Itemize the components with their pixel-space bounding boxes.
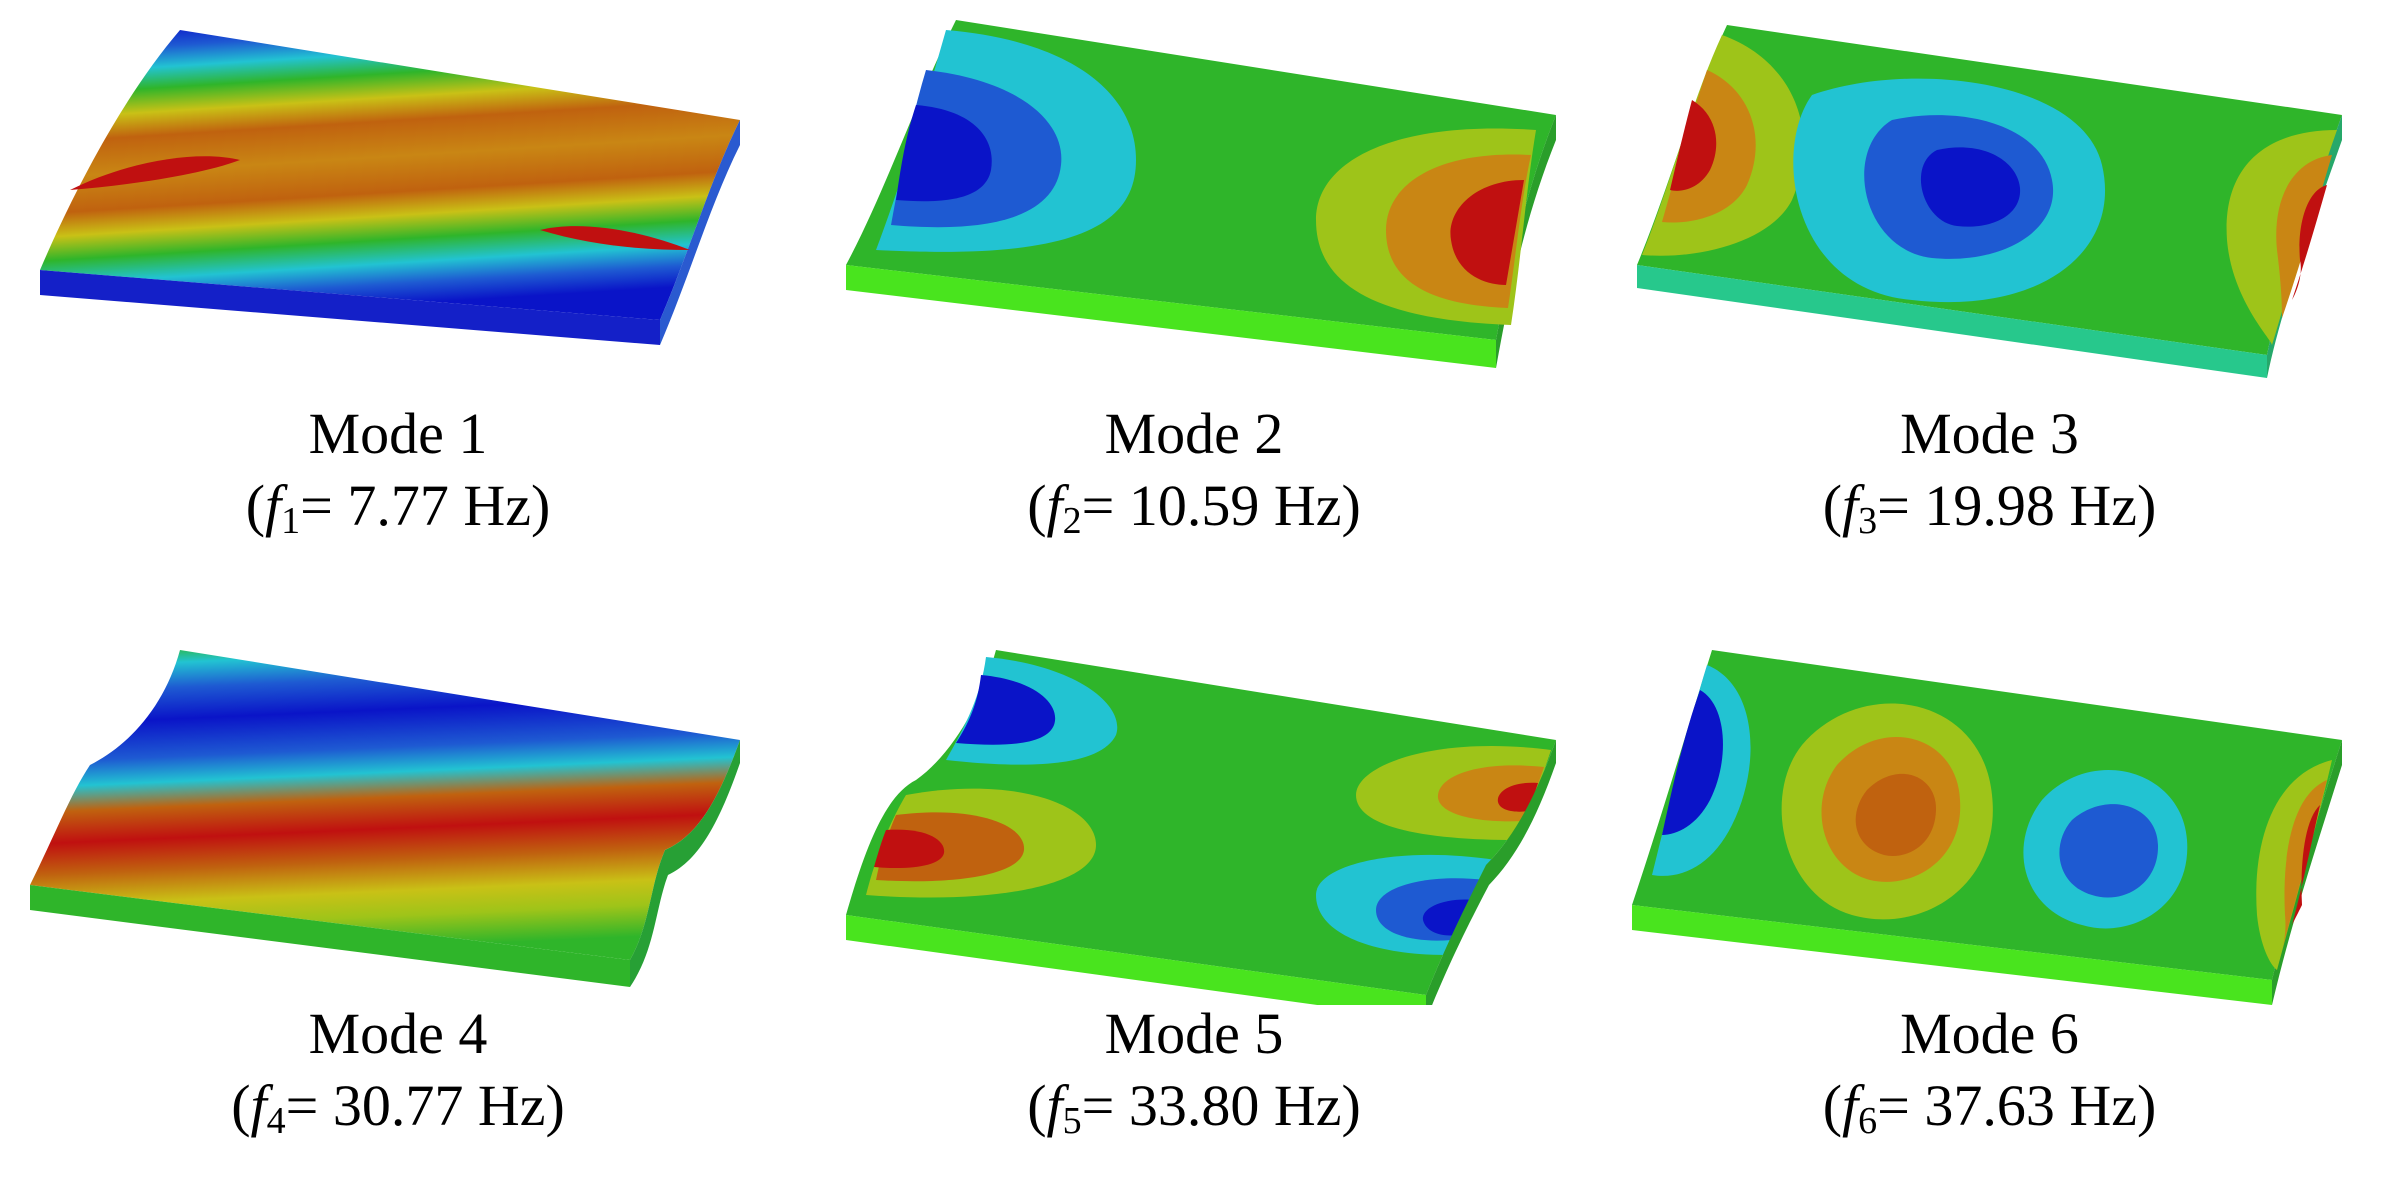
mode-2-caption: Mode 2 (f2= 10.59 Hz) (796, 401, 1592, 542)
mode-6-title: Mode 6 (1900, 1001, 2079, 1066)
mode-4-title: Mode 4 (308, 1001, 488, 1066)
mode-6-value: = 37.63 Hz) (1877, 1073, 2157, 1138)
mode-4-shape (30, 650, 740, 987)
mode-3-shape (1637, 25, 2342, 378)
mode-4-index: 4 (266, 1100, 286, 1142)
mode-5-caption: Mode 5 (f5= 33.80 Hz) (796, 1001, 1592, 1142)
mode-1-caption: Mode 1 (f1= 7.77 Hz) (0, 401, 796, 542)
mode-6-panel: Mode 6 (f6= 37.63 Hz) (1592, 595, 2387, 1189)
mode-4-value: = 30.77 Hz) (285, 1073, 565, 1138)
mode-5-panel: Mode 5 (f5= 33.80 Hz) (796, 595, 1592, 1189)
mode-1-title: Mode 1 (308, 401, 488, 466)
mode-3-title: Mode 3 (1900, 401, 2079, 466)
mode-2-panel: Mode 2 (f2= 10.59 Hz) (796, 0, 1592, 595)
mode-1-index: 1 (281, 500, 301, 542)
mode-2-title: Mode 2 (1104, 401, 1284, 466)
mode-4-frequency: (f4= 30.77 Hz) (231, 1073, 565, 1142)
mode-2-shape (846, 20, 1556, 368)
mode-3-frequency: (f3= 19.98 Hz) (1822, 473, 2157, 542)
mode-4-symbol: f (250, 1073, 267, 1138)
mode-6-symbol: f (1842, 1073, 1859, 1138)
mode-4-panel: Mode 4 (f4= 30.77 Hz) (0, 595, 796, 1189)
mode-1-shape (40, 30, 740, 345)
mode-3-symbol: f (1842, 473, 1859, 538)
mode-5-title: Mode 5 (1104, 1001, 1284, 1066)
mode-3-panel: Mode 3 (f3= 19.98 Hz) (1592, 0, 2387, 595)
mode-6-shape (1632, 650, 2342, 1005)
mode-6-frequency: (f6= 37.63 Hz) (1822, 1073, 2157, 1142)
mode-5-shape (846, 650, 1556, 1005)
mode-2-value: = 10.59 Hz) (1081, 473, 1361, 538)
mode-5-frequency: (f5= 33.80 Hz) (1027, 1073, 1361, 1142)
mode-5-value: = 33.80 Hz) (1081, 1073, 1361, 1138)
mode-1-symbol: f (265, 473, 282, 538)
mode-4-caption: Mode 4 (f4= 30.77 Hz) (0, 1001, 796, 1142)
mode-6-caption: Mode 6 (f6= 37.63 Hz) (1592, 1001, 2387, 1142)
mode-3-caption: Mode 3 (f3= 19.98 Hz) (1592, 401, 2387, 542)
mode-2-symbol: f (1046, 473, 1063, 538)
mode-1-panel: Mode 1 (f1= 7.77 Hz) (0, 0, 796, 595)
mode-3-index: 3 (1858, 500, 1878, 542)
mode-1-frequency: (f1= 7.77 Hz) (245, 473, 551, 542)
mode-2-frequency: (f2= 10.59 Hz) (1027, 473, 1361, 542)
mode-5-symbol: f (1046, 1073, 1063, 1138)
mode-1-value: = 7.77 Hz) (300, 473, 551, 538)
mode-2-index: 2 (1062, 500, 1082, 542)
mode-6-index: 6 (1858, 1100, 1878, 1142)
mode-5-index: 5 (1062, 1100, 1082, 1142)
mode-3-value: = 19.98 Hz) (1877, 473, 2157, 538)
